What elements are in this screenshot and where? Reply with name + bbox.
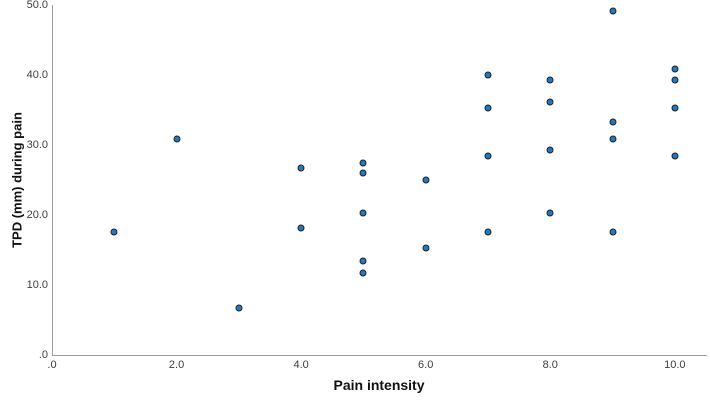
y-tick-label: 50.0 (26, 0, 48, 11)
y-tick-label: 10.0 (26, 279, 48, 291)
data-point (671, 104, 679, 112)
data-point (671, 76, 679, 84)
data-point (484, 104, 492, 112)
x-tick-label: 4.0 (293, 359, 309, 371)
x-tick-label: .0 (47, 359, 57, 371)
x-tick-label: 6.0 (418, 359, 434, 371)
x-tick-label: 8.0 (542, 359, 558, 371)
data-point (359, 159, 367, 166)
x-tick-label: 10.0 (664, 359, 686, 371)
y-tick-label: .0 (38, 349, 48, 361)
data-point (422, 244, 430, 252)
data-point (422, 176, 430, 184)
data-point (359, 169, 367, 177)
data-point (609, 118, 617, 126)
data-point (609, 7, 617, 15)
data-point (359, 257, 367, 265)
data-point (671, 65, 679, 73)
y-axis-title: TPD (mm) during pain (9, 112, 25, 248)
data-point (671, 152, 679, 160)
data-point (235, 304, 243, 312)
data-point (359, 269, 367, 277)
data-point (546, 209, 554, 217)
data-point (297, 224, 305, 232)
data-point (546, 146, 554, 154)
data-point (609, 228, 617, 236)
data-point (484, 71, 492, 79)
plot-area (52, 5, 707, 356)
data-point (609, 135, 617, 143)
data-point (359, 209, 367, 217)
data-point (484, 152, 492, 160)
data-point (484, 228, 492, 236)
data-point (297, 164, 305, 172)
data-point (546, 76, 554, 84)
y-tick-label: 40.0 (26, 69, 48, 81)
y-tick-label: 20.0 (26, 209, 48, 221)
data-point (173, 135, 181, 143)
x-tick-label: 2.0 (168, 359, 185, 371)
data-point (110, 228, 118, 236)
data-point (546, 98, 554, 106)
y-tick-label: 30.0 (26, 139, 48, 151)
x-axis-title: Pain intensity (333, 377, 425, 393)
